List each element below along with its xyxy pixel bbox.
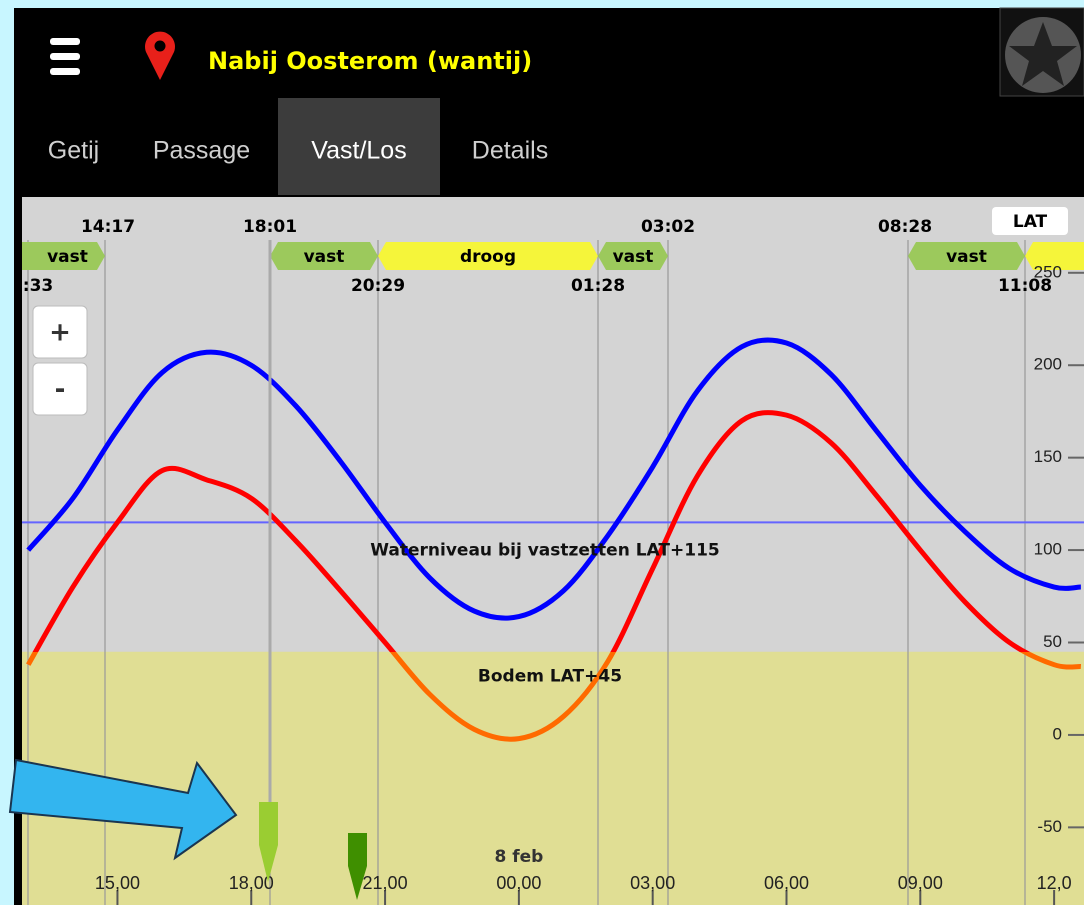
y-tick-label: 50 (1043, 632, 1062, 651)
bottom-label: Bodem LAT+45 (478, 667, 622, 687)
phase-label: vast (47, 247, 88, 267)
marker-now[interactable] (259, 802, 278, 882)
x-tick-label: 21,00 (363, 873, 408, 893)
phase-label: droog (460, 247, 516, 267)
reference-label: Waterniveau bij vastzetten LAT+115 (370, 540, 719, 560)
x-tick-label: 03,00 (630, 873, 675, 893)
menu-icon[interactable] (50, 38, 80, 75)
tab[interactable]: Vast/Los (311, 137, 406, 165)
phase-label: vast (946, 247, 987, 267)
zoom-button[interactable] (32, 362, 88, 416)
lat-badge (992, 207, 1068, 235)
y-tick-label: 100 (1034, 540, 1062, 559)
y-tick-label: -50 (1037, 817, 1062, 836)
time-bottom: 01:28 (571, 276, 625, 296)
tab-selected-bg (278, 98, 440, 195)
tab-bar: Getij Passage Vast/Los Details (48, 98, 548, 195)
annotation-arrow (8, 758, 238, 861)
time-top: 14:17 (81, 217, 135, 237)
zoom-label: - (55, 375, 66, 405)
series-line-below-bottom (26, 652, 1082, 742)
phase-band (270, 242, 378, 270)
marker-other[interactable] (348, 833, 367, 900)
x-tick-label: 15,00 (95, 873, 140, 893)
x-tick-label: 18,00 (229, 873, 274, 893)
lat-badge-label: LAT (1013, 212, 1048, 232)
y-tick-label: 0 (1053, 724, 1062, 743)
time-bottom: 20:29 (351, 276, 405, 296)
tab[interactable]: Details (472, 137, 548, 165)
bottom-region (22, 651, 1084, 905)
phase-band (1025, 242, 1084, 270)
phase-band (908, 242, 1025, 270)
time-top: 18:01 (243, 217, 297, 237)
phase-label: vast (613, 247, 654, 267)
phase-band (378, 242, 598, 270)
time-bottom: :33 (23, 276, 53, 296)
y-tick-label: 250 (1034, 262, 1062, 281)
x-tick-label: 12,0 (1037, 873, 1072, 893)
y-tick-label: 200 (1034, 355, 1062, 374)
x-tick-label: 09,00 (898, 873, 943, 893)
x-tick-label: 00,00 (496, 873, 541, 893)
zoom-button[interactable] (32, 305, 88, 359)
star (1009, 22, 1077, 86)
location-pin (145, 31, 175, 80)
phase-band (598, 242, 668, 270)
tab[interactable]: Getij (48, 137, 99, 165)
phase-band (22, 242, 105, 270)
tab[interactable]: Passage (153, 137, 250, 165)
time-top: 08:28 (878, 217, 932, 237)
phase-label: vast (304, 247, 345, 267)
time-bottom: 11:08 (998, 276, 1052, 296)
date-label: 8 feb (494, 847, 543, 867)
location-title: Nabij Oosterom (wantij) (208, 47, 532, 75)
series-line (32, 410, 1031, 652)
series-line (26, 337, 1082, 621)
time-top: 03:02 (641, 217, 695, 237)
x-tick-label: 06,00 (764, 873, 809, 893)
zoom-label: + (49, 318, 71, 348)
y-tick-label: 150 (1034, 447, 1062, 466)
